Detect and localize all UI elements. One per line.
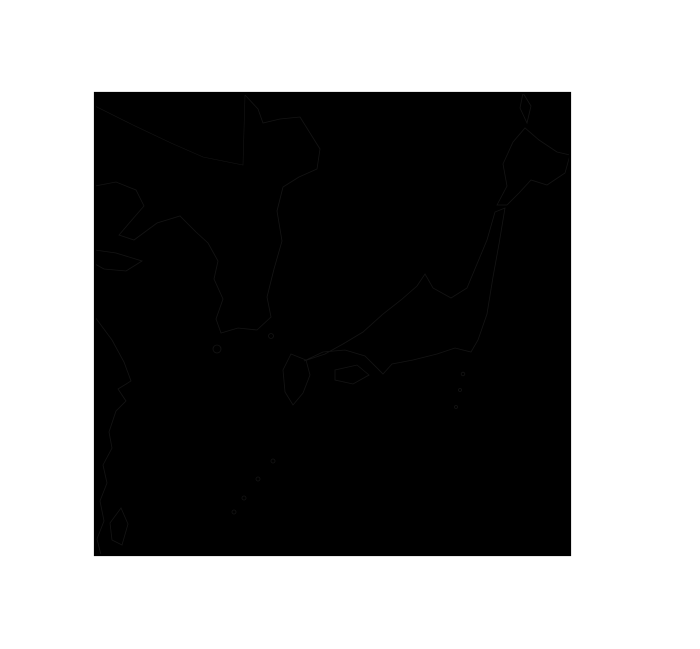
island-jeju: [212, 344, 222, 354]
coast-mainland-korea: [95, 94, 321, 334]
island-ryukyu-1: [270, 458, 276, 464]
coast-amur-river: [95, 94, 246, 166]
coast-shandong: [95, 249, 143, 272]
island-tsushima: [268, 333, 274, 339]
coast-shikoku: [334, 364, 370, 385]
coast-kyushu: [282, 353, 311, 406]
pm25-map: [93, 91, 572, 557]
island-ryukyu-4: [231, 509, 237, 515]
island-ryukyu-3: [241, 495, 247, 501]
island-izu-2: [458, 388, 462, 392]
island-ryukyu-2: [255, 476, 261, 482]
coast-honshu: [303, 207, 506, 375]
island-izu-1: [460, 371, 466, 377]
coastlines-layer: [95, 93, 570, 555]
pm25-concentration-field: [95, 93, 570, 555]
island-izu-3: [454, 405, 458, 409]
coast-china-south: [95, 316, 132, 555]
map-frame: [93, 91, 572, 557]
coast-taiwan: [109, 507, 129, 546]
coast-sakhalin: [519, 93, 532, 125]
coast-hokkaido: [496, 127, 570, 206]
